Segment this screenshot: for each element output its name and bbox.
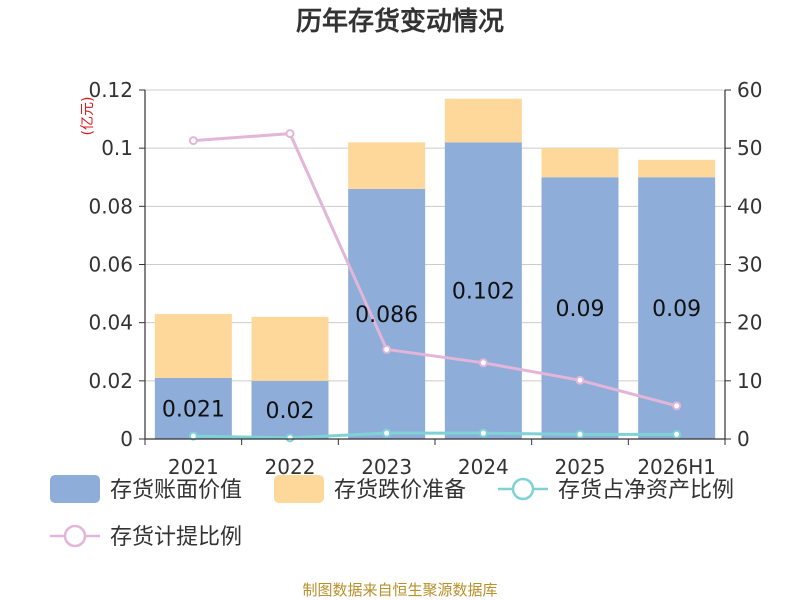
left-tick-label: 0: [120, 427, 133, 451]
bar-data-label: 0.09: [556, 297, 605, 322]
x-tick-label: 2025: [555, 455, 606, 479]
bar-data-label: 0.021: [162, 397, 225, 422]
legend-marker: [511, 477, 535, 501]
bar-book-value: [154, 377, 232, 439]
left-axis-unit: (亿元): [80, 97, 96, 136]
legend-label: 存货跌价准备: [334, 478, 466, 503]
legend-swatch: [50, 475, 100, 503]
bar-book-value: [444, 142, 522, 439]
legend-marker: [63, 524, 87, 548]
x-tick-label: 2021: [168, 455, 219, 479]
line-provision-ratio: [193, 132, 678, 408]
bar-impairment: [154, 313, 232, 378]
line-point: [382, 344, 392, 354]
legend-label: 存货计提比例: [110, 525, 242, 550]
right-axis-unit: %: [796, 85, 800, 98]
x-tick-label: 2024: [458, 455, 509, 479]
line-point: [285, 433, 295, 443]
legend-swatch: [274, 475, 324, 503]
right-tick-label: 40: [737, 194, 762, 218]
right-tick-label: 10: [737, 369, 762, 393]
left-tick-label: 0.1: [101, 136, 133, 160]
right-tick-label: 30: [737, 253, 762, 277]
bar-book-value: [251, 380, 329, 439]
x-tick-label: 2023: [361, 455, 412, 479]
data-labels: 0.021 0.02 0.086 0.102 0.09 0.09: [162, 280, 701, 424]
bar-data-label: 0.09: [652, 297, 701, 322]
gridlines: [145, 89, 725, 382]
axes: 0 0.02 0.04 0.06 0.08 0.1 0.12 0 10 20 30 40 50 60 202…: [88, 78, 762, 479]
line-point: [478, 428, 488, 438]
line-point: [285, 129, 295, 139]
left-tick-label: 0.04: [88, 311, 133, 335]
bar-impairment: [251, 316, 329, 381]
right-tick-label: 20: [737, 311, 762, 335]
bar-book-value: [638, 177, 716, 439]
bar-data-label: 0.02: [266, 399, 315, 424]
bars: [154, 98, 716, 439]
left-tick-label: 0.12: [88, 78, 133, 102]
legend-label: 存货账面价值: [110, 478, 242, 503]
left-tick-label: 0.06: [88, 253, 133, 277]
left-tick-label: 0.08: [88, 194, 133, 218]
bar-book-value: [541, 177, 619, 439]
x-tick-label: 2026H1: [637, 455, 716, 479]
line-point: [188, 136, 198, 146]
line-point: [575, 429, 585, 439]
bar-impairment: [638, 159, 716, 178]
chart-title: 历年存货变动情况: [296, 6, 504, 37]
bar-impairment: [348, 142, 426, 189]
bar-impairment: [541, 148, 619, 178]
line-inventory-to-net-assets: [193, 431, 677, 440]
lines: [188, 129, 682, 443]
line-point: [575, 375, 585, 385]
left-tick-label: 0.02: [88, 369, 133, 393]
right-tick-label: 60: [737, 78, 762, 102]
bar-book-value: [348, 188, 426, 439]
legend-label: 存货占净资产比例: [558, 478, 734, 503]
bar-data-label: 0.102: [452, 280, 515, 305]
line-point: [478, 358, 488, 368]
line-point: [672, 429, 682, 439]
right-tick-label: 50: [737, 136, 762, 160]
bar-data-label: 0.086: [355, 303, 418, 328]
line-point: [382, 428, 392, 438]
line-point: [672, 401, 682, 411]
right-tick-label: 0: [737, 427, 750, 451]
data-source-note: 制图数据来自恒生聚源数据库: [302, 581, 497, 599]
bar-impairment: [444, 98, 522, 143]
